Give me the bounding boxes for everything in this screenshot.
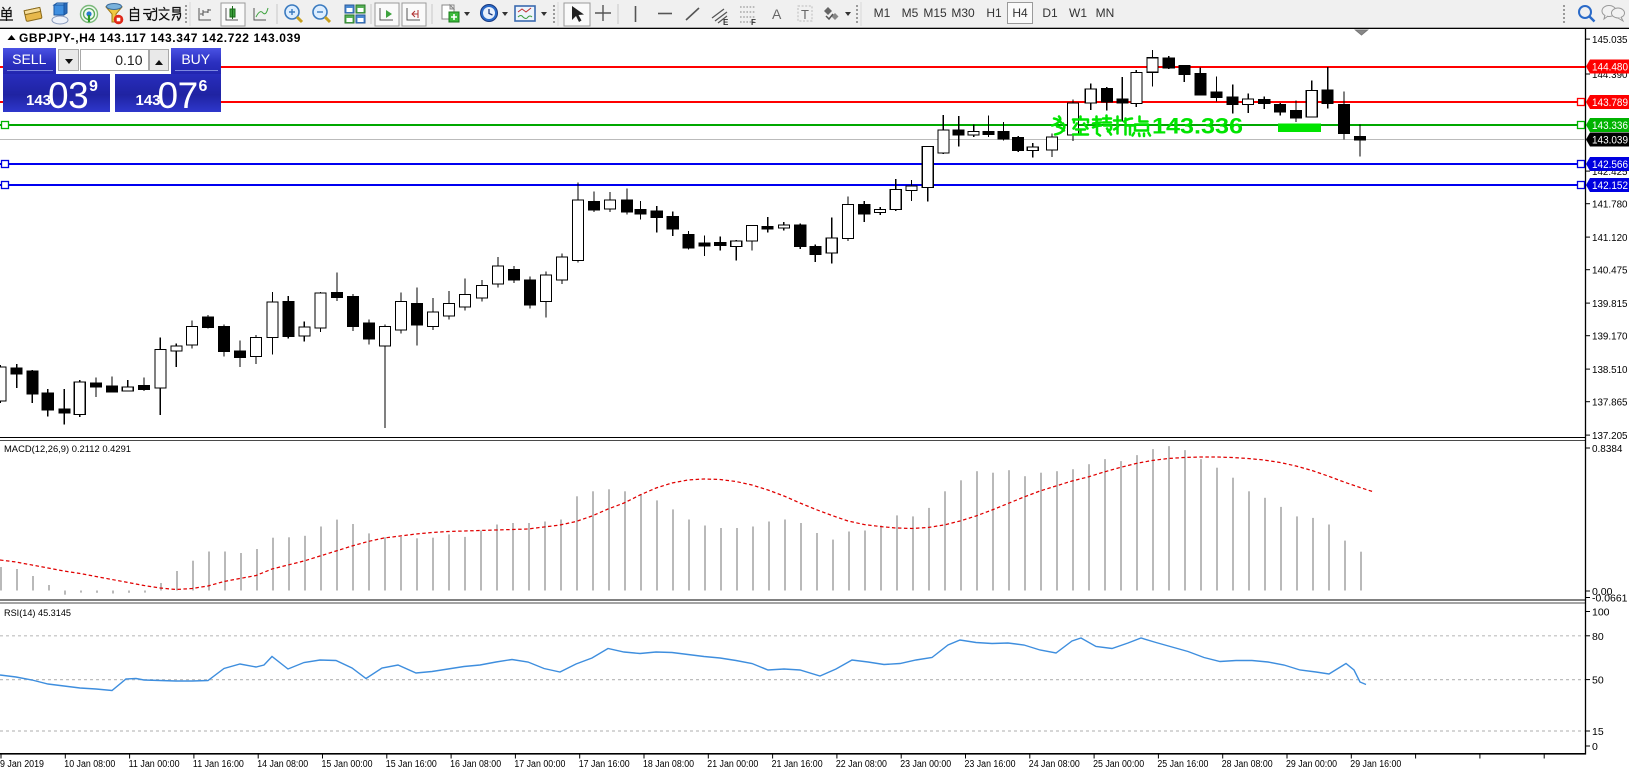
- svg-text:F: F: [751, 18, 756, 27]
- svg-text:24 Jan 08:00: 24 Jan 08:00: [1029, 759, 1080, 770]
- svg-text:15 Jan 16:00: 15 Jan 16:00: [386, 759, 437, 770]
- svg-text:142.566: 142.566: [1592, 159, 1628, 171]
- svg-text:139.170: 139.170: [1592, 331, 1628, 343]
- svg-text:80: 80: [1592, 631, 1604, 643]
- svg-text:141.120: 141.120: [1592, 232, 1628, 244]
- svg-text:11 Jan 16:00: 11 Jan 16:00: [193, 759, 244, 770]
- svg-text:MACD(12,26,9) 0.2112 0.4291: MACD(12,26,9) 0.2112 0.4291: [4, 444, 131, 455]
- svg-text:22 Jan 08:00: 22 Jan 08:00: [836, 759, 887, 770]
- svg-text:0.8384: 0.8384: [1592, 443, 1623, 455]
- svg-text:143.336: 143.336: [1152, 114, 1243, 139]
- svg-text:E: E: [723, 18, 729, 27]
- svg-text:142.152: 142.152: [1592, 180, 1628, 192]
- svg-text:10 Jan 08:00: 10 Jan 08:00: [64, 759, 115, 770]
- svg-text:29 Jan 16:00: 29 Jan 16:00: [1350, 759, 1401, 770]
- svg-text:137.205: 137.205: [1592, 430, 1628, 442]
- svg-text:140.475: 140.475: [1592, 265, 1628, 277]
- svg-text:50: 50: [1592, 675, 1604, 687]
- svg-text:21 Jan 00:00: 21 Jan 00:00: [707, 759, 758, 770]
- svg-text:15 Jan 00:00: 15 Jan 00:00: [322, 759, 373, 770]
- svg-text:100: 100: [1592, 607, 1610, 619]
- svg-text:0: 0: [1592, 741, 1598, 753]
- svg-text:16 Jan 08:00: 16 Jan 08:00: [450, 759, 501, 770]
- svg-text:28 Jan 08:00: 28 Jan 08:00: [1222, 759, 1273, 770]
- svg-text:137.865: 137.865: [1592, 397, 1628, 409]
- svg-text:138.510: 138.510: [1592, 364, 1628, 376]
- svg-text:17 Jan 00:00: 17 Jan 00:00: [514, 759, 565, 770]
- svg-text:21 Jan 16:00: 21 Jan 16:00: [772, 759, 823, 770]
- svg-text:A: A: [772, 6, 782, 22]
- svg-text:141.780: 141.780: [1592, 199, 1628, 211]
- svg-text:23 Jan 00:00: 23 Jan 00:00: [900, 759, 951, 770]
- svg-text:-0.0661: -0.0661: [1592, 593, 1628, 605]
- svg-text:0.00: 0.00: [1592, 586, 1613, 598]
- svg-text:15: 15: [1592, 726, 1604, 738]
- svg-text:139.815: 139.815: [1592, 298, 1628, 310]
- svg-text:9 Jan 2019: 9 Jan 2019: [0, 759, 44, 770]
- svg-text:25 Jan 00:00: 25 Jan 00:00: [1093, 759, 1144, 770]
- svg-text:143.336: 143.336: [1592, 120, 1628, 132]
- svg-text:GBPJPY-,H4 143.117 143.347 14: GBPJPY-,H4 143.117 143.347 142.722 143.0…: [19, 31, 301, 45]
- svg-text:18 Jan 08:00: 18 Jan 08:00: [643, 759, 694, 770]
- svg-text:14 Jan 08:00: 14 Jan 08:00: [257, 759, 308, 770]
- svg-text:25 Jan 16:00: 25 Jan 16:00: [1157, 759, 1208, 770]
- svg-text:RSI(14) 45.3145: RSI(14) 45.3145: [4, 608, 71, 619]
- svg-text:T: T: [801, 7, 809, 22]
- svg-text:23 Jan 16:00: 23 Jan 16:00: [965, 759, 1016, 770]
- svg-text:17 Jan 16:00: 17 Jan 16:00: [579, 759, 630, 770]
- svg-text:144.480: 144.480: [1592, 62, 1628, 74]
- svg-text:11 Jan 00:00: 11 Jan 00:00: [129, 759, 180, 770]
- svg-text:29 Jan 00:00: 29 Jan 00:00: [1286, 759, 1337, 770]
- svg-text:145.035: 145.035: [1592, 34, 1628, 46]
- svg-text:143.039: 143.039: [1592, 135, 1628, 147]
- svg-text:143.789: 143.789: [1592, 97, 1628, 109]
